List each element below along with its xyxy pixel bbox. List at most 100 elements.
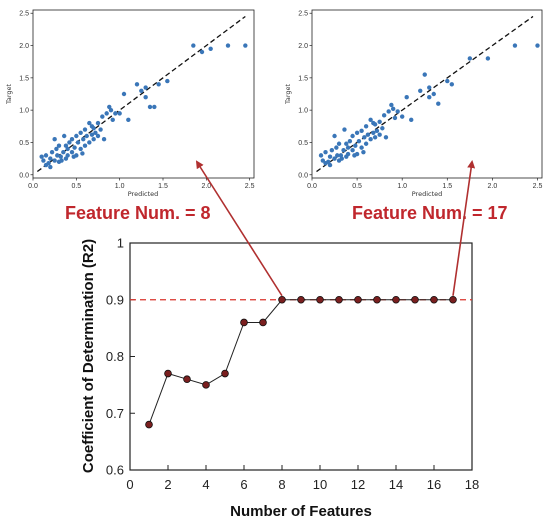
data-point — [335, 295, 343, 304]
data-point — [259, 318, 267, 327]
scatter-point — [100, 114, 105, 119]
scatter-point — [335, 153, 340, 158]
scatter-point — [361, 149, 366, 155]
scatter-point — [52, 137, 57, 142]
scatter-point — [344, 141, 349, 146]
data-point — [316, 295, 324, 304]
x-tick-label: 4 — [202, 477, 209, 492]
y-axis-label: Target — [284, 83, 292, 105]
scatter-point — [98, 127, 103, 132]
x-axis-label: Predicted — [128, 190, 159, 198]
scatter-plot-left: 0.0 0.5 1.0 1.5 2.0 2.5 0.0 0.5 1.0 1.5 2.0 2.5 Pr… — [5, 9, 255, 198]
feature-num-17-annotation: Feature Num. = 17 — [352, 203, 508, 223]
scatter-point — [55, 153, 60, 158]
scatter-point — [363, 124, 369, 129]
x-tick-labels: 0 2 4 6 8 10 12 14 16 18 — [126, 465, 479, 492]
data-point — [297, 295, 305, 304]
x-tick-label: 2.0 — [488, 183, 498, 190]
y-tick-label: 1.0 — [298, 108, 308, 115]
scatter-point — [380, 126, 385, 131]
scatter-point — [126, 117, 131, 123]
reference-diagonal-line — [36, 15, 246, 173]
x-tick-labels: 0.0 0.5 1.0 1.5 2.0 2.5 — [307, 178, 542, 190]
x-tick-label: 0.5 — [71, 183, 81, 190]
data-point — [145, 420, 153, 429]
scatter-plot-right: 0.0 0.5 1.0 1.5 2.0 2.5 0.0 0.5 1.0 1.5 2.0 2.5 Pr… — [284, 9, 543, 198]
scatter-point — [78, 130, 83, 135]
scatter-point — [418, 88, 423, 93]
reference-diagonal-line — [316, 15, 534, 173]
scatter-point — [449, 82, 455, 87]
scatter-point — [354, 130, 360, 135]
scatter-point — [381, 113, 387, 118]
scatter-points — [39, 43, 248, 170]
y-tick-labels: 0.6 0.7 0.8 0.9 1 — [106, 236, 135, 478]
scatter-point — [93, 130, 98, 135]
x-tick-label: 8 — [278, 477, 285, 492]
scatter-point — [436, 101, 441, 106]
x-tick-label: 10 — [313, 477, 327, 492]
scatter-point — [72, 145, 77, 150]
data-point — [164, 369, 172, 378]
scatter-point — [371, 120, 376, 126]
scatter-point — [359, 145, 364, 150]
scatter-point — [352, 153, 357, 158]
scatter-point — [48, 156, 53, 161]
x-tick-label: 2 — [164, 477, 171, 492]
plot-frame — [129, 242, 473, 471]
scatter-point — [395, 109, 400, 114]
scatter-point — [243, 43, 248, 48]
x-tick-labels: 0.0 0.5 1.0 1.5 2.0 2.5 — [28, 178, 255, 190]
scatter-point — [71, 154, 76, 159]
scatter-point — [121, 91, 127, 97]
x-tick-label: 1.5 — [442, 183, 452, 190]
scatter-point — [52, 158, 57, 163]
y-tick-label: 0.8 — [106, 349, 124, 364]
scatter-point — [383, 135, 389, 140]
scatter-point — [63, 143, 69, 148]
scatter-point — [208, 46, 213, 51]
scatter-point — [368, 117, 373, 123]
scatter-point — [134, 82, 140, 87]
x-tick-label: 1.0 — [397, 183, 407, 190]
scatter-point — [372, 135, 378, 140]
scatter-point — [65, 153, 70, 158]
data-point — [392, 295, 400, 304]
y-tick-label: 2.5 — [298, 11, 308, 18]
scatter-point — [374, 128, 380, 134]
scatter-point — [371, 130, 376, 135]
y-tick-label: 1.0 — [19, 108, 29, 115]
scatter-point — [363, 141, 369, 146]
scatter-point — [329, 148, 335, 153]
scatter-point — [56, 143, 62, 148]
scatter-point — [399, 114, 405, 119]
scatter-point — [347, 138, 353, 144]
y-tick-labels: 0.0 0.5 1.0 1.5 2.0 2.5 — [298, 11, 312, 179]
scatter-point — [334, 145, 339, 150]
scatter-point — [48, 164, 53, 170]
scatter-point — [327, 162, 333, 168]
scatter-point — [341, 148, 346, 153]
series-markers — [145, 295, 457, 429]
x-axis-label: Predicted — [412, 190, 443, 198]
scatter-point — [377, 132, 382, 137]
scatter-point — [67, 140, 72, 145]
scatter-point — [110, 117, 115, 123]
scatter-point — [143, 95, 148, 100]
x-tick-label: 1.0 — [115, 183, 125, 190]
scatter-point — [89, 132, 95, 137]
scatter-point — [95, 120, 101, 126]
plot-frame — [311, 9, 543, 179]
scatter-point — [152, 104, 157, 110]
scatter-point — [147, 104, 153, 110]
data-point — [430, 295, 438, 304]
y-tick-label: 2.0 — [298, 43, 308, 50]
scatter-point — [89, 124, 95, 129]
scatter-point — [78, 146, 83, 152]
scatter-point — [336, 141, 342, 146]
y-tick-label: 0.0 — [19, 172, 29, 179]
x-axis-label: Number of Features — [230, 503, 372, 520]
scatter-point — [485, 56, 491, 61]
x-tick-label: 12 — [351, 477, 365, 492]
y-tick-label: 0.0 — [298, 172, 308, 179]
